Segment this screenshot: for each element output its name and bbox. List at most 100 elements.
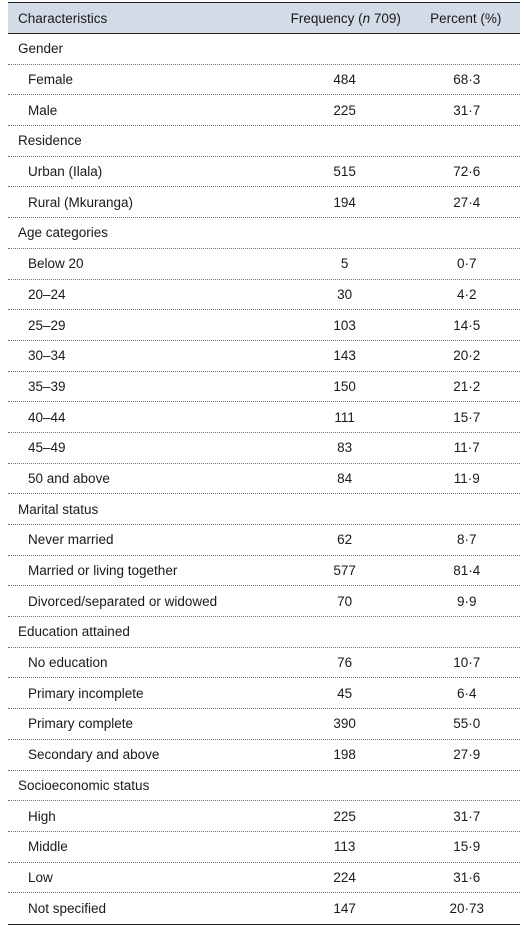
frequency-cell: 143	[333, 348, 356, 364]
table-row: Secondary and above 198 27·9	[8, 740, 520, 771]
percent-cell: 31·7	[453, 102, 481, 118]
percent-cell: 55·0	[453, 716, 481, 732]
table-row: Female 484 68·3	[8, 65, 520, 96]
frequency-cell: 45	[337, 685, 353, 701]
table-row: 30–34 143 20·2	[8, 341, 520, 372]
table-body: Gender Female 484 68·3 Male 225 31·7 Residence U…	[8, 34, 520, 924]
percent-cell: 11·9	[453, 470, 480, 486]
row-label: Middle	[28, 839, 68, 855]
table-row: Rural (Mkuranga) 194 27·4	[8, 187, 520, 219]
category-row: Gender	[8, 34, 520, 65]
frequency-cell: 390	[333, 716, 356, 732]
percent-cell: 6·4	[456, 685, 477, 701]
table-row: Middle 113 15·9	[8, 832, 520, 863]
frequency-cell: 76	[337, 655, 353, 671]
category-row: Marital status	[8, 494, 520, 525]
row-label: Primary complete	[28, 716, 134, 732]
category-row: Socioeconomic status	[8, 771, 520, 802]
percent-cell: 27·9	[453, 747, 481, 763]
row-label: 40–44	[28, 409, 66, 425]
percent-cell: 20·73	[449, 901, 484, 917]
frequency-cell: 515	[333, 164, 356, 180]
row-label: Never married	[28, 532, 114, 548]
row-label: Low	[28, 869, 53, 885]
table-row: 25–29 103 14·5	[8, 310, 520, 341]
percent-cell: 68·3	[453, 72, 481, 88]
percent-cell: 81·4	[453, 563, 481, 579]
row-label: Urban (Ilala)	[28, 164, 103, 180]
category-label: Age categories	[18, 225, 109, 241]
percent-cell: 20·2	[453, 348, 481, 364]
row-label: Not specified	[28, 901, 107, 917]
frequency-cell: 577	[333, 563, 356, 579]
frequency-cell: 62	[337, 532, 353, 548]
table-row: Male 225 31·7	[8, 95, 520, 127]
table-row: Married or living together 577 81·4	[8, 556, 520, 587]
row-label: Male	[28, 102, 58, 118]
table-row: Never married 62 8·7	[8, 525, 520, 556]
percent-cell: 31·6	[453, 869, 481, 885]
row-label: 30–34	[28, 348, 66, 364]
table-row: High 225 31·7	[8, 801, 520, 832]
row-label: 35–39	[28, 378, 66, 394]
category-row: Age categories	[8, 218, 520, 249]
header-frequency-prefix: Frequency (	[290, 10, 363, 26]
table-row: Below 20 5 0·7	[8, 249, 520, 280]
row-label: Below 20	[28, 256, 84, 272]
table-row: Primary complete 390 55·0	[8, 709, 520, 740]
row-label: Secondary and above	[28, 747, 160, 763]
category-label: Residence	[18, 133, 82, 149]
header-percent: Percent (%)	[430, 10, 502, 26]
frequency-cell: 224	[333, 869, 356, 885]
table-row: 35–39 150 21·2	[8, 372, 520, 403]
row-label: Rural (Mkuranga)	[28, 194, 134, 210]
characteristics-table: Characteristics Frequency (n 709) Percen…	[8, 2, 520, 925]
category-label: Marital status	[18, 501, 99, 517]
frequency-cell: 111	[334, 409, 355, 425]
table-row: 20–24 30 4·2	[8, 280, 520, 311]
category-label: Gender	[18, 41, 64, 57]
percent-cell: 72·6	[453, 164, 481, 180]
table-row: No education 76 10·7	[8, 648, 520, 679]
percent-cell: 31·7	[453, 808, 481, 824]
table-row: Divorced/separated or widowed 70 9·9	[8, 586, 520, 618]
header-characteristics: Characteristics	[18, 10, 108, 26]
percent-cell: 11·7	[453, 440, 480, 456]
percent-cell: 15·9	[453, 839, 481, 855]
frequency-cell: 194	[333, 194, 356, 210]
frequency-cell: 5	[340, 256, 349, 272]
row-label: 45–49	[28, 440, 66, 456]
frequency-cell: 30	[337, 286, 353, 302]
category-row: Education attained	[8, 617, 520, 648]
row-label: Divorced/separated or widowed	[28, 593, 218, 609]
frequency-cell: 83	[337, 440, 353, 456]
row-label: Primary incomplete	[28, 685, 144, 701]
frequency-cell: 150	[333, 378, 356, 394]
row-label: 20–24	[28, 286, 66, 302]
table-row: Urban (Ilala) 515 72·6	[8, 157, 520, 188]
percent-cell: 0·7	[456, 256, 477, 272]
table-row: 50 and above 84 11·9	[8, 464, 520, 495]
row-label: Female	[28, 72, 74, 88]
percent-cell: 9·9	[456, 593, 477, 609]
frequency-cell: 113	[333, 839, 356, 855]
row-label: High	[28, 808, 56, 824]
table-row: 45–49 83 11·7	[8, 433, 520, 464]
percent-cell: 27·4	[453, 194, 481, 210]
header-frequency-suffix: 709)	[370, 10, 401, 26]
frequency-cell: 84	[337, 470, 353, 486]
percent-cell: 8·7	[456, 532, 477, 548]
row-label: Married or living together	[28, 563, 178, 579]
header-frequency-n: n	[362, 10, 371, 26]
category-row: Residence	[8, 126, 520, 157]
frequency-cell: 225	[333, 808, 356, 824]
table-row: 40–44 111 15·7	[8, 402, 520, 433]
row-label: 25–29	[28, 317, 66, 333]
table-row: Low 224 31·6	[8, 863, 520, 894]
frequency-cell: 103	[333, 317, 356, 333]
frequency-cell: 225	[333, 102, 356, 118]
percent-cell: 10·7	[453, 655, 481, 671]
table-header: Characteristics Frequency (n 709) Percen…	[8, 2, 520, 34]
row-label: 50 and above	[28, 470, 110, 486]
frequency-cell: 147	[333, 901, 356, 917]
